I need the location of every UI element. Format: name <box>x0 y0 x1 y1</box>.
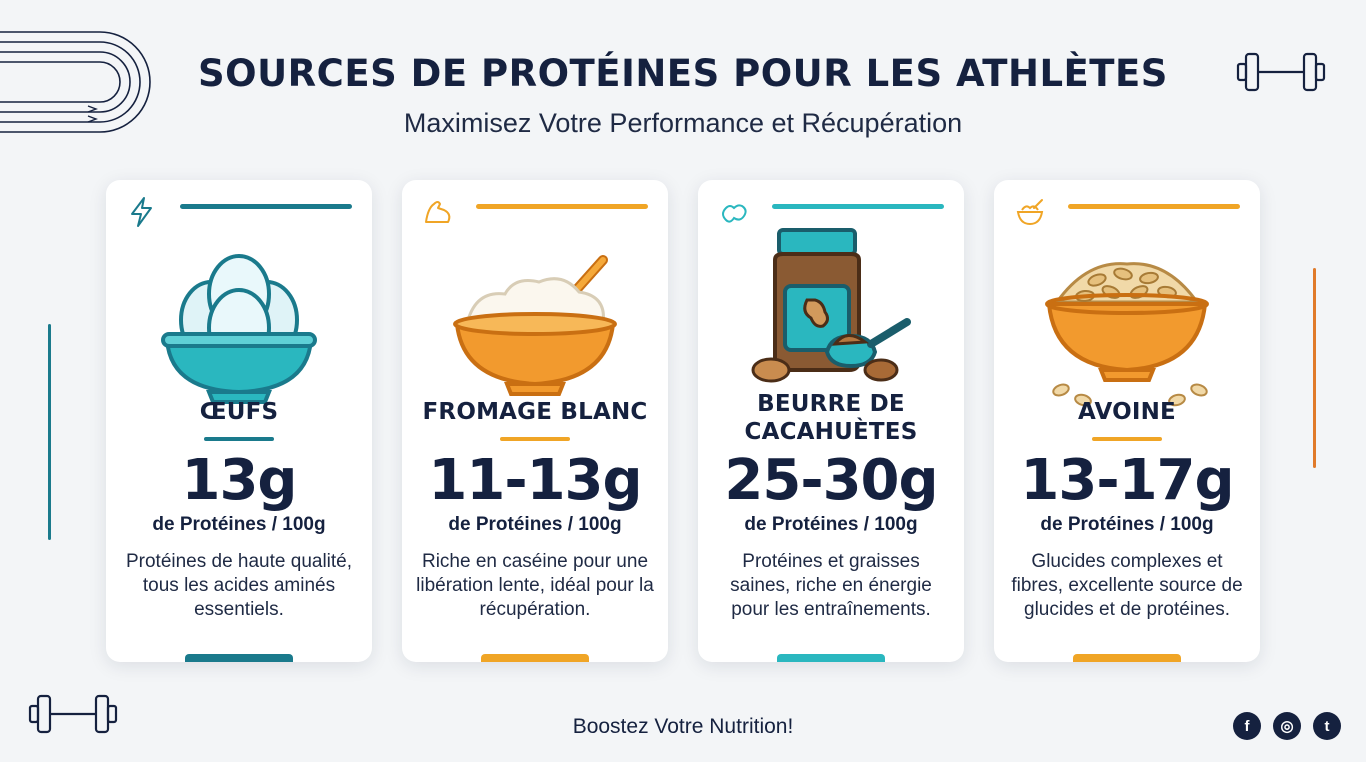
card-top-bar <box>476 204 648 209</box>
protein-unit: de Protéines / 100g <box>448 514 622 535</box>
name-underline <box>1092 437 1162 441</box>
flexed-arm-icon <box>425 201 451 223</box>
protein-unit: de Protéines / 100g <box>1040 514 1214 535</box>
protein-amount: 11-13g <box>428 448 642 513</box>
lightning-icon <box>131 197 152 227</box>
eggs-bowl-illustration <box>161 254 317 404</box>
protein-card-fromage-blanc: FROMAGE BLANC 11-13g de Protéines / 100g… <box>402 180 668 662</box>
page-subtitle: Maximisez Votre Performance et Récupérat… <box>403 108 963 138</box>
card-bottom-bar <box>481 654 589 662</box>
food-name: BEURRE DE CACAHUÈTES <box>744 391 918 445</box>
food-description: Glucides complexes et fibres, excellente… <box>1011 551 1243 620</box>
dumbbell-icon <box>28 694 118 734</box>
protein-unit: de Protéines / 100g <box>152 514 326 535</box>
food-name: AVOINE <box>1078 399 1176 425</box>
card-bottom-bar <box>185 654 293 662</box>
facebook-icon[interactable]: f <box>1233 712 1261 740</box>
food-name: FROMAGE BLANC <box>422 399 648 425</box>
card-top-bar <box>1068 204 1240 209</box>
protein-card-oeufs: ŒUFS 13g de Protéines / 100g Protéines d… <box>106 180 372 662</box>
protein-amount: 13g <box>181 448 297 513</box>
card-bottom-bar <box>777 654 885 662</box>
name-underline <box>204 437 274 441</box>
oats-bowl-illustration <box>1045 262 1209 407</box>
cheese-bowl-illustration <box>453 255 617 396</box>
name-underline <box>500 437 570 441</box>
protein-unit: de Protéines / 100g <box>744 514 918 535</box>
card-top-bar <box>772 204 944 209</box>
peanut-icon <box>722 204 747 223</box>
protein-card-avoine: AVOINE 13-17g de Protéines / 100g Glucid… <box>994 180 1260 662</box>
running-track-decoration <box>0 31 151 133</box>
page-title: SOURCES DE PROTÉINES POUR LES ATHLÈTES <box>198 52 1168 95</box>
food-description: Riche en caséine pour une libération len… <box>416 551 654 620</box>
footer-tagline: Boostez Votre Nutrition! <box>572 715 794 738</box>
dumbbell-icon <box>1236 52 1326 92</box>
twitter-icon[interactable]: t <box>1313 712 1341 740</box>
accent-line-left <box>48 324 51 540</box>
card-bottom-bar <box>1073 654 1181 662</box>
protein-card-beurre-de-cacahuetes: BEURRE DE CACAHUÈTES 25-30g de Protéines… <box>698 180 964 662</box>
peanut-butter-jar-illustration <box>751 228 911 383</box>
protein-amount: 25-30g <box>724 448 938 513</box>
instagram-icon[interactable]: ◎ <box>1273 712 1301 740</box>
accent-line-right <box>1313 268 1316 468</box>
food-description: Protéines de haute qualité, tous les aci… <box>125 551 353 620</box>
oat-bowl-icon <box>1016 199 1044 226</box>
protein-amount: 13-17g <box>1020 448 1234 513</box>
food-description: Protéines et graisses saines, riche en é… <box>730 551 932 620</box>
card-top-bar <box>180 204 352 209</box>
food-name: ŒUFS <box>199 399 279 425</box>
